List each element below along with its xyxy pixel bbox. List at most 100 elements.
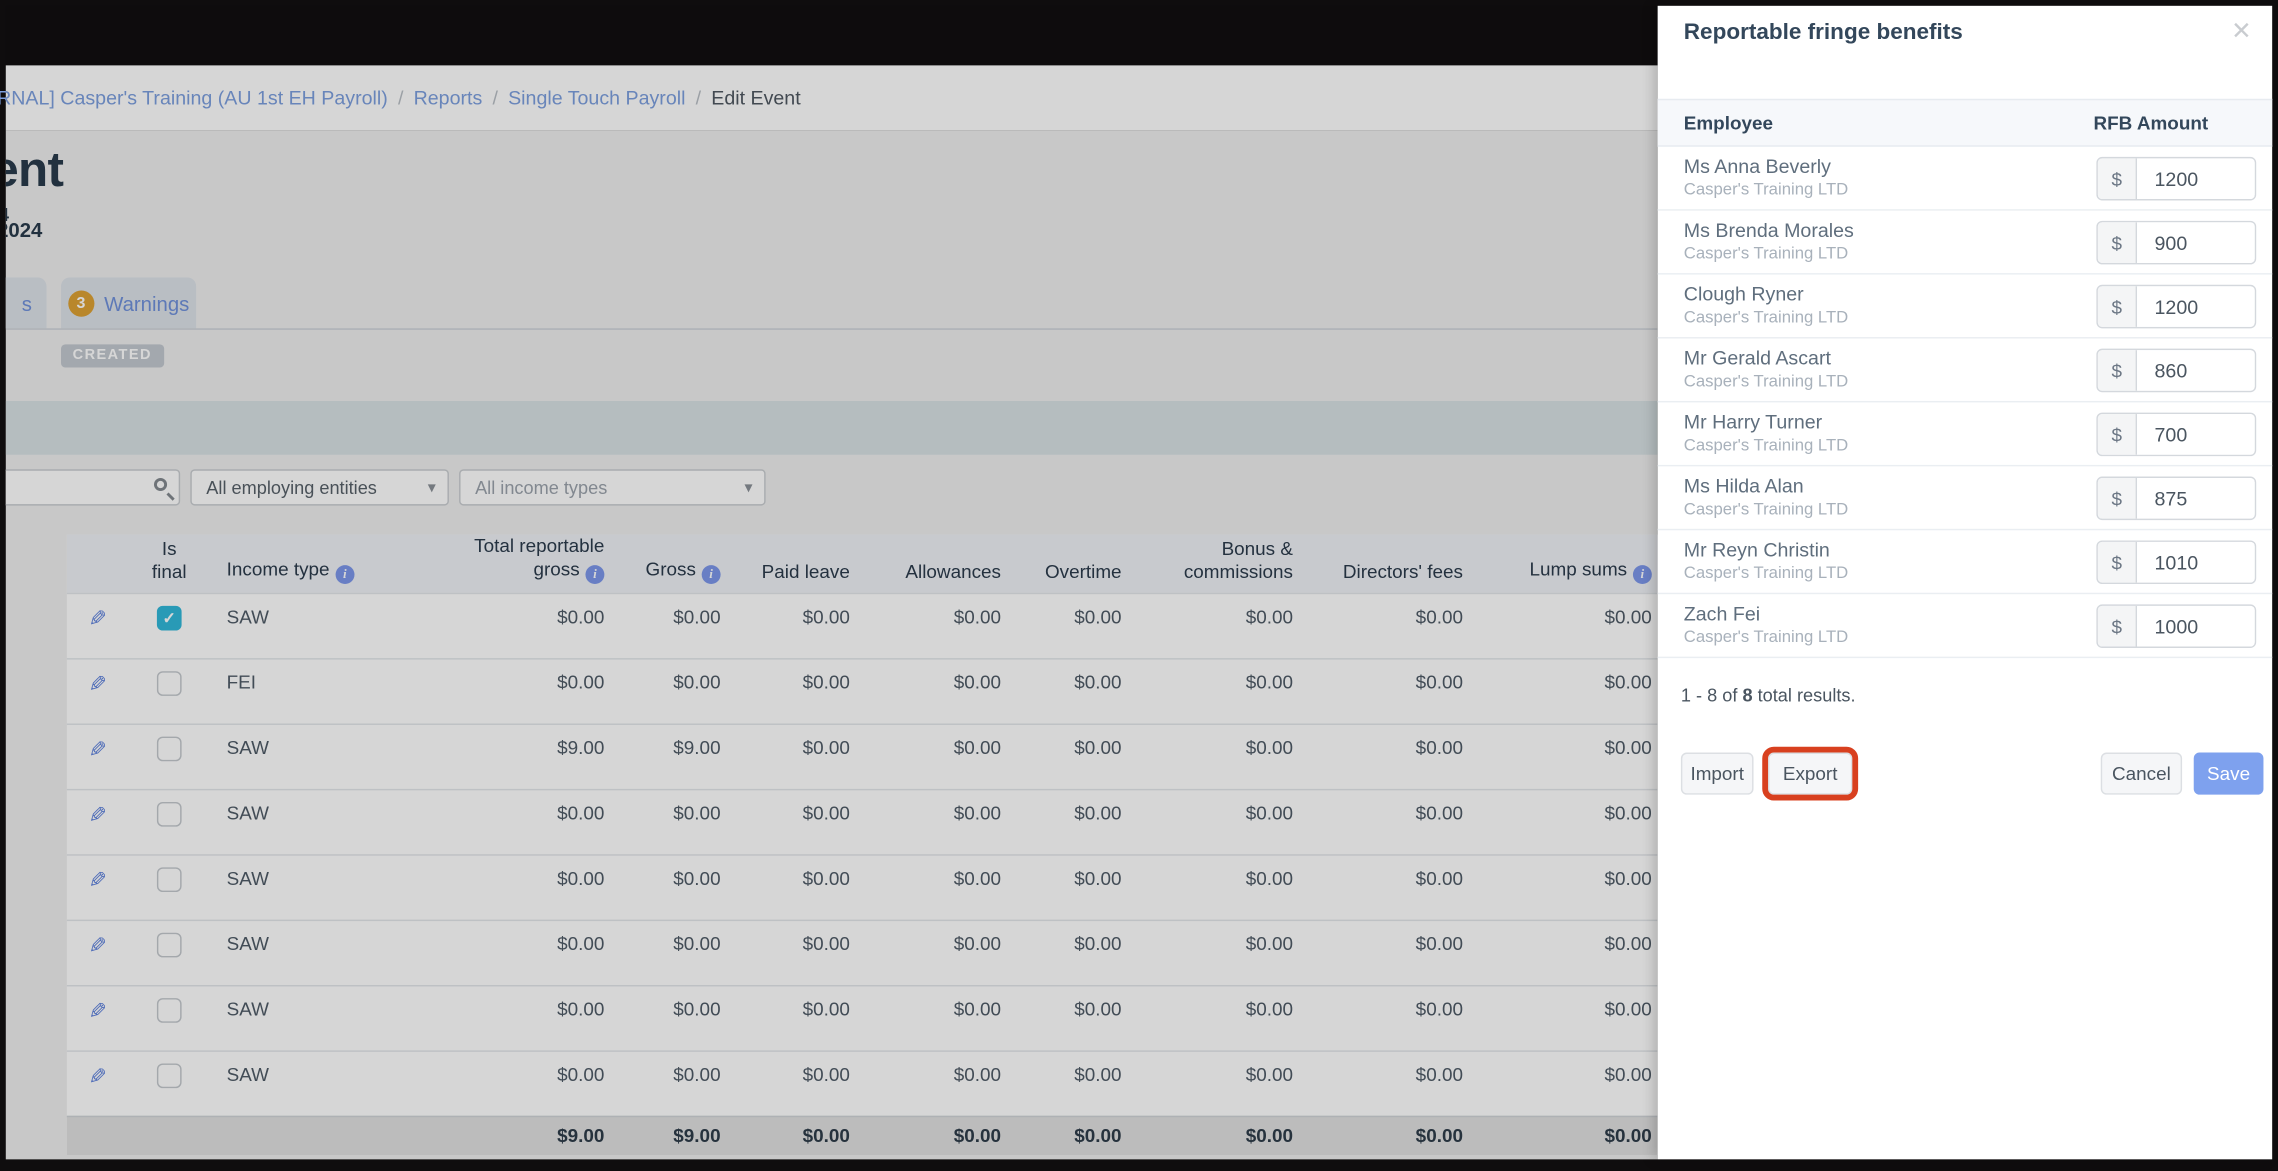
amount-cell: $0.00 (673, 932, 721, 955)
currency-prefix: $ (2097, 222, 2138, 263)
is-final-checkbox[interactable] (156, 671, 182, 696)
employing-entities-select[interactable]: All employing entities ▾ (190, 469, 449, 506)
stp-events-table: Is final Income type i Total reportable gro… (66, 534, 1658, 1155)
info-icon[interactable]: i (1632, 565, 1652, 585)
rfb-header-employee: Employee (1683, 111, 1774, 134)
employee-name: Clough Ryner (1683, 283, 1804, 306)
employee-company: Casper's Training LTD (1683, 565, 1849, 583)
breadcrumb: RNAL] Casper's Training (AU 1st EH Payro… (0, 87, 801, 109)
tab-warnings-label: Warnings (104, 291, 190, 315)
amount-cell: $0.00 (557, 932, 605, 955)
save-button[interactable]: Save (2193, 752, 2264, 795)
amount-cell: $0.00 (1245, 605, 1293, 628)
rfb-amount-input[interactable] (2137, 158, 2255, 200)
close-icon[interactable]: ✕ (2231, 17, 2252, 46)
amount-cell: $0.00 (802, 801, 850, 824)
chevron-down-icon: ▾ (427, 479, 436, 497)
modal-overlay[interactable] (5, 5, 1658, 1160)
rfb-amount-group: $ (2096, 412, 2257, 457)
is-final-checkbox[interactable] (156, 867, 182, 893)
column-header: Paid leave (761, 560, 850, 583)
tab-warnings[interactable]: 3 Warnings (61, 277, 197, 329)
column-header: Is final (151, 536, 187, 583)
employee-company: Casper's Training LTD (1683, 629, 1849, 647)
amount-cell: $0.00 (1074, 605, 1122, 628)
chevron-down-icon: ▾ (744, 479, 753, 497)
table-row: ✎ SAW $0.00 $0.00 $0.00 $0.00 $0.00 $0.00 $0.00 $… (66, 984, 1658, 1050)
page-subtitle-fragment: 4 (6, 203, 9, 225)
amount-cell: $0.00 (953, 801, 1001, 824)
amount-cell: $0.00 (1604, 998, 1652, 1020)
breadcrumb-current: Edit Event (711, 87, 801, 109)
amount-cell: $0.00 (1415, 671, 1463, 693)
import-button[interactable]: Import (1680, 752, 1754, 795)
breadcrumb-separator: / (492, 87, 498, 109)
amount-cell: $0.00 (1604, 801, 1652, 824)
amount-cell: $0.00 (673, 671, 721, 693)
export-button[interactable]: Export (1762, 746, 1859, 801)
totals-row: $9.00 $9.00 $0.00 $0.00 $0.00 $0.00 $0.00 $0.00 (66, 1115, 1658, 1155)
table-header-row: Is final Income type i Total reportable gro… (66, 534, 1658, 593)
currency-prefix: $ (2097, 350, 2138, 391)
column-header: Gross i (622, 546, 738, 592)
currency-prefix: $ (2097, 158, 2138, 200)
table-row: ✎ SAW $0.00 $0.00 $0.00 $0.00 $0.00 $0.00 $0.00 $… (66, 854, 1658, 919)
is-final-checkbox[interactable]: ✓ (156, 605, 182, 631)
rfb-amount-input[interactable] (2137, 414, 2255, 455)
amount-cell: $0.00 (1074, 1063, 1122, 1086)
rfb-amount-input[interactable] (2137, 541, 2255, 583)
cancel-button[interactable]: Cancel (2100, 752, 2183, 795)
rfb-row: Zach Fei Casper's Training LTD $ (1657, 594, 2273, 659)
income-types-value: All income types (475, 477, 608, 498)
column-header: Allowances (905, 560, 1001, 583)
amount-cell: $0.00 (1074, 867, 1122, 890)
rfb-amount-input[interactable] (2137, 350, 2255, 391)
search-input[interactable] (5, 469, 181, 506)
income-types-select[interactable]: All income types ▾ (459, 469, 766, 506)
is-final-checkbox[interactable] (156, 801, 182, 827)
amount-cell: $0.00 (1074, 801, 1122, 824)
total-cell: $9.00 (673, 1124, 721, 1147)
amount-cell: $0.00 (557, 1063, 605, 1086)
rfb-amount-input[interactable] (2137, 605, 2255, 647)
employee-name: Ms Hilda Alan (1683, 475, 1804, 497)
page-date-fragment: 2024 (6, 217, 43, 242)
rfb-row: Clough Ryner Casper's Training LTD $ (1657, 275, 2273, 339)
tab-partial[interactable]: s (5, 277, 47, 329)
amount-cell: $0.00 (557, 671, 605, 693)
rfb-amount-group: $ (2096, 604, 2257, 648)
rfb-amount-input[interactable] (2137, 286, 2255, 327)
status-badge: CREATED (61, 344, 164, 368)
amount-cell: $0.00 (1245, 932, 1293, 955)
amount-cell: $0.00 (953, 932, 1001, 955)
amount-cell: $0.00 (673, 998, 721, 1020)
total-cell: $0.00 (1604, 1124, 1652, 1147)
income-type-cell: SAW (226, 867, 269, 890)
total-cell: $0.00 (1245, 1124, 1293, 1147)
breadcrumb-link-reports[interactable]: Reports (413, 87, 483, 109)
is-final-checkbox[interactable] (156, 932, 182, 958)
amount-cell: $0.00 (1074, 671, 1122, 693)
results-suffix: total results. (1752, 685, 1856, 707)
is-final-checkbox[interactable] (156, 998, 182, 1023)
table-row: ✎ SAW $0.00 $0.00 $0.00 $0.00 $0.00 $0.00 $0.00 $… (66, 919, 1658, 985)
employee-name: Zach Fei (1683, 602, 1761, 625)
page-title: ent (6, 142, 64, 198)
employee-company: Casper's Training LTD (1683, 181, 1849, 200)
breadcrumb-link-stp[interactable]: Single Touch Payroll (508, 87, 686, 109)
table-row: ✎ SAW $0.00 $0.00 $0.00 $0.00 $0.00 $0.00 $0.00 $… (66, 788, 1658, 854)
info-icon[interactable]: i (585, 565, 605, 585)
amount-cell: $0.00 (1415, 736, 1463, 759)
breadcrumb-link-company[interactable]: RNAL] Casper's Training (AU 1st EH Payro… (0, 87, 388, 109)
amount-cell: $0.00 (802, 1063, 850, 1086)
rfb-amount-input[interactable] (2137, 477, 2255, 519)
info-icon[interactable]: i (701, 565, 721, 585)
amount-cell: $0.00 (557, 867, 605, 890)
rfb-amount-group: $ (2096, 284, 2257, 329)
amount-cell: $0.00 (953, 671, 1001, 693)
rfb-amount-input[interactable] (2137, 222, 2255, 263)
info-icon[interactable]: i (335, 565, 355, 585)
is-final-checkbox[interactable] (156, 736, 182, 762)
total-cell: $0.00 (802, 1124, 850, 1147)
is-final-checkbox[interactable] (156, 1063, 182, 1089)
